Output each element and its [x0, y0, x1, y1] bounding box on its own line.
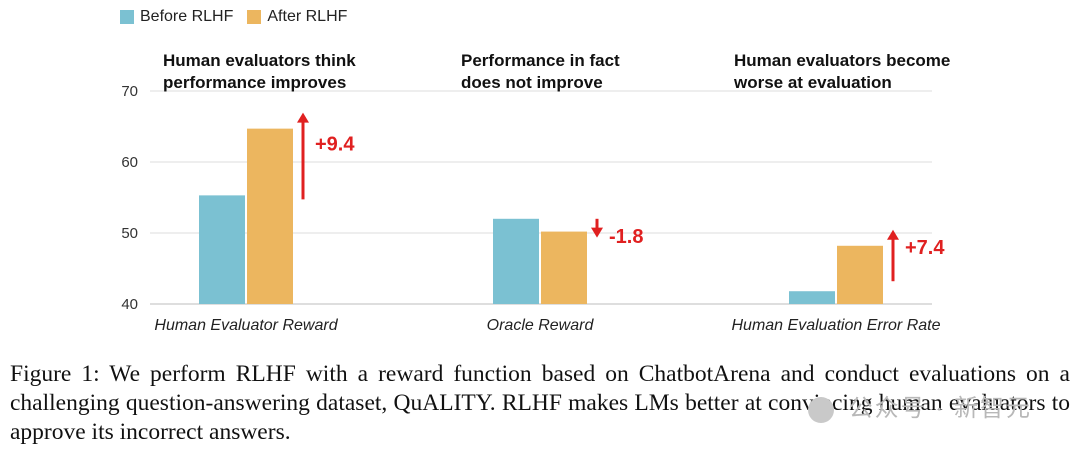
chart-legend: Before RLHF After RLHF: [120, 8, 361, 26]
y-tick-label: 50: [121, 225, 138, 242]
annotation-line: does not improve: [461, 73, 603, 92]
legend-item-after: After RLHF: [247, 8, 347, 26]
bar-after: [837, 245, 883, 304]
delta-arrow-head: [591, 227, 603, 238]
bar-before: [789, 291, 835, 304]
legend-label-after: After RLHF: [267, 8, 348, 25]
x-tick-label: Oracle Reward: [487, 317, 595, 334]
y-tick-label: 70: [121, 83, 138, 100]
bar-before: [493, 218, 539, 304]
annotation-line: Human evaluators become: [734, 51, 951, 70]
annotation-line: worse at evaluation: [734, 73, 892, 92]
legend-label-before: Before RLHF: [140, 8, 234, 25]
figure-caption: Figure 1: We perform RLHF with a reward …: [10, 361, 1070, 445]
annotation-group-2: Performance in fact does not improve: [461, 50, 721, 94]
watermark: 公众号 · 新智元: [808, 388, 1032, 423]
x-tick-label: Human Evaluator Reward: [154, 317, 338, 334]
y-tick-label: 60: [121, 154, 138, 171]
annotation-line: Human evaluators think: [163, 51, 356, 70]
delta-arrow-head: [887, 229, 899, 240]
wechat-icon: [808, 396, 834, 423]
delta-arrow-head: [297, 112, 309, 123]
delta-label: +7.4: [905, 237, 945, 259]
watermark-text: 公众号 · 新智元: [848, 395, 1032, 422]
annotation-line: performance improves: [163, 73, 347, 92]
legend-swatch-before: [120, 10, 134, 24]
bar-after: [247, 128, 293, 304]
x-tick-label: Human Evaluation Error Rate: [732, 317, 941, 334]
delta-label: -1.8: [609, 226, 643, 248]
y-tick-label: 40: [121, 296, 138, 313]
bar-chart: 40 50 60 70 Human Evaluator Reward +9.4 Oracle…: [121, 83, 945, 334]
legend-item-before: Before RLHF: [120, 8, 233, 26]
annotation-group-1: Human evaluators think performance impro…: [163, 50, 423, 94]
bar-after: [541, 231, 587, 304]
legend-swatch-after: [247, 10, 262, 24]
bar-before: [199, 195, 245, 304]
annotation-line: Performance in fact: [461, 51, 620, 70]
annotation-group-3: Human evaluators become worse at evaluat…: [734, 50, 994, 94]
delta-label: +9.4: [315, 134, 355, 156]
